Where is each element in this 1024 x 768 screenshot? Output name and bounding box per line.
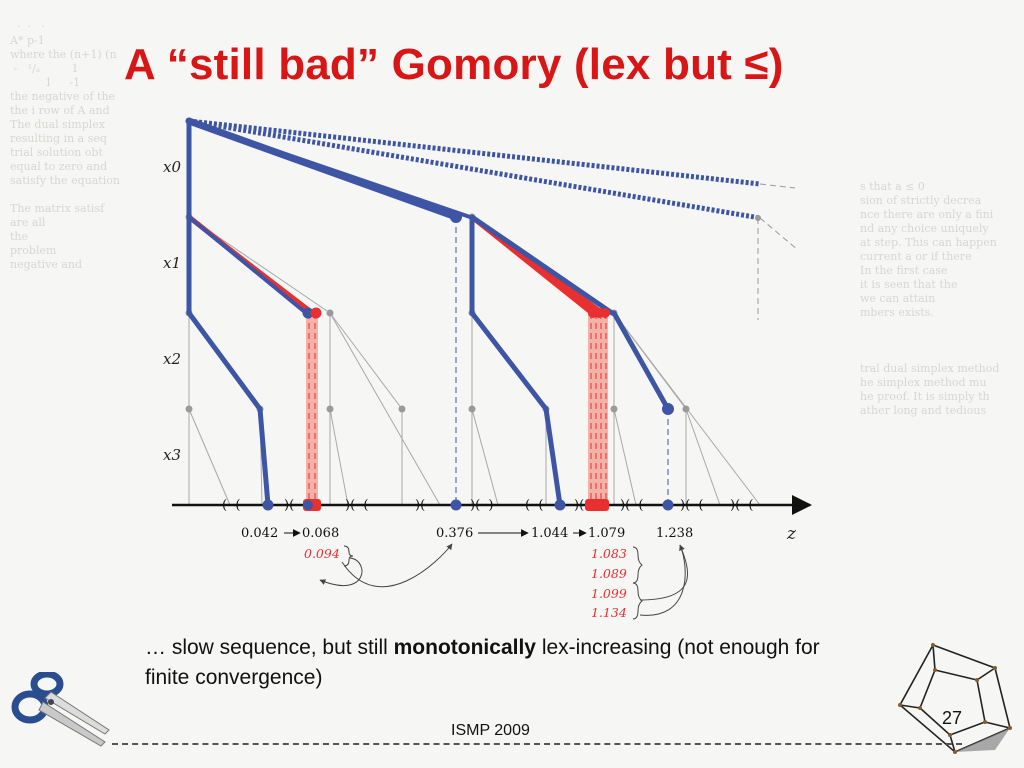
slide-caption: … slow sequence, but still monotonically… xyxy=(145,633,845,693)
value-label: 1.238 xyxy=(656,526,693,541)
red-value-label: 1.083 xyxy=(591,546,627,561)
caption-bold: monotonically xyxy=(393,636,536,659)
dotted-blue-lines xyxy=(188,118,799,320)
red-vertical-bars xyxy=(306,313,608,505)
blue-dashed-verticals xyxy=(455,217,669,505)
value-label: 1.044 xyxy=(531,526,568,541)
red-value-label: 0.094 xyxy=(304,546,340,561)
svg-text:(··(: (··( xyxy=(222,498,240,513)
value-label: 0.068 xyxy=(302,526,339,541)
highlight-nodes xyxy=(302,211,674,415)
caption-prefix: … slow sequence, but still xyxy=(145,636,394,659)
brace-connectors xyxy=(319,543,689,620)
svg-text:)(: )( xyxy=(284,498,294,513)
level-label-x0: x0 xyxy=(163,158,181,176)
value-label: 0.376 xyxy=(436,526,473,541)
hypercube-icon xyxy=(898,643,1012,754)
level-label-x2: x2 xyxy=(163,350,181,368)
axis-label-z: z xyxy=(786,524,797,544)
slide-title: A “still bad” Gomory (lex but ≤) xyxy=(124,40,784,89)
value-label: 1.079 xyxy=(588,526,625,541)
red-value-label: 1.099 xyxy=(591,586,627,601)
svg-text:(··(: (··( xyxy=(525,498,543,513)
footer-text: ISMP 2009 xyxy=(451,722,530,739)
level-label-x1: x1 xyxy=(163,254,181,272)
footer-divider xyxy=(112,743,962,745)
z-axis: (··( )( )(··( )( )(··) (··( )( )(··( )(·… xyxy=(172,495,812,515)
slide-number: 27 xyxy=(942,708,963,728)
svg-text:)(··(: )(··( xyxy=(620,498,643,513)
svg-text:)(··(: )(··( xyxy=(730,498,753,513)
red-value-label: 1.089 xyxy=(591,566,627,581)
level-label-x3: x3 xyxy=(163,446,181,464)
value-label: 0.042 xyxy=(241,526,278,541)
svg-text:)(: )( xyxy=(574,498,584,513)
scissors-icon xyxy=(11,672,110,747)
svg-text:)(··(: )(··( xyxy=(345,498,368,513)
svg-text:)(··(: )(··( xyxy=(680,498,703,513)
svg-text:)(: )( xyxy=(415,498,425,513)
blue-paths xyxy=(185,117,671,508)
red-value-label: 1.134 xyxy=(591,605,627,620)
svg-text:)(··): )(··) xyxy=(470,498,493,513)
caption-suffix: lex-increasing (not enough for finite co… xyxy=(145,636,820,689)
